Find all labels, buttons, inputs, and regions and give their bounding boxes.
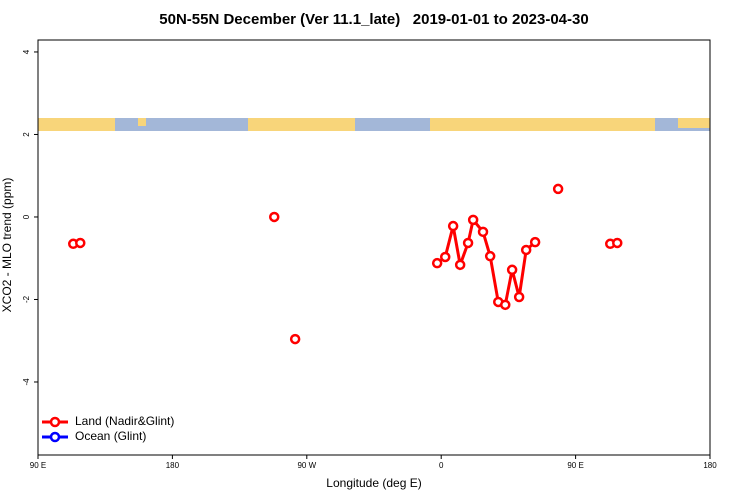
point xyxy=(529,236,541,248)
point xyxy=(447,220,459,232)
point xyxy=(520,244,532,256)
legend-marker xyxy=(49,431,61,443)
plot-frame xyxy=(37,39,711,456)
point xyxy=(513,291,525,303)
point xyxy=(462,237,474,249)
y-tick-label: -4 xyxy=(22,378,31,386)
y-tick-label: -2 xyxy=(22,295,31,303)
x-tick-label: 90 W xyxy=(297,461,316,470)
y-axis-label: XCO2 - MLO trend (ppm) xyxy=(0,178,14,313)
point xyxy=(612,237,623,249)
point xyxy=(431,257,443,269)
x-axis-label: Longitude (deg E) xyxy=(326,476,421,490)
land-band xyxy=(38,118,115,131)
point xyxy=(506,264,518,276)
legend-label: Ocean (Glint) xyxy=(75,429,146,443)
land-band xyxy=(138,118,146,126)
point xyxy=(552,183,564,195)
point xyxy=(467,214,479,226)
legend-label: Land (Nadir&Glint) xyxy=(75,414,174,428)
point xyxy=(477,226,489,238)
point xyxy=(75,237,86,249)
point xyxy=(289,333,301,345)
point xyxy=(268,211,280,223)
series-line xyxy=(73,216,618,307)
legend-marker xyxy=(49,416,61,428)
y-tick-label: 0 xyxy=(22,214,31,219)
point xyxy=(484,250,496,262)
x-tick-label: 0 xyxy=(439,461,444,470)
land-band xyxy=(678,118,710,128)
land-band xyxy=(430,118,655,131)
point xyxy=(439,251,451,263)
chart-title: 50N-55N December (Ver 11.1_late) 2019-01… xyxy=(159,11,588,28)
x-tick-label: 90 E xyxy=(567,461,583,470)
point xyxy=(500,299,511,311)
y-tick-label: 4 xyxy=(22,49,31,54)
x-tick-label: 90 E xyxy=(30,461,46,470)
land-ocean-strip xyxy=(38,118,710,131)
x-tick-label: 180 xyxy=(166,461,180,470)
land-band xyxy=(248,118,355,131)
point xyxy=(454,259,466,271)
y-tick-label: 2 xyxy=(22,132,31,137)
x-tick-label: 180 xyxy=(703,461,717,470)
